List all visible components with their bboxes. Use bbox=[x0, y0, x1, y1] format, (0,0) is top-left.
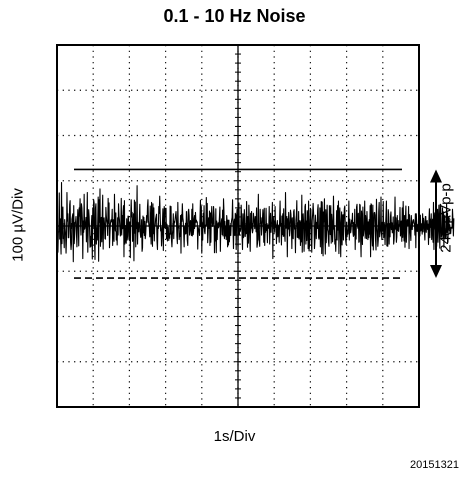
y-axis-label: 100 µV/Div bbox=[9, 188, 27, 262]
arrow-head-down bbox=[430, 265, 442, 279]
chart-title: 0.1 - 10 Hz Noise bbox=[163, 6, 306, 26]
arrow-head-up bbox=[430, 169, 442, 183]
x-axis-label: 1s/Div bbox=[213, 428, 256, 445]
plot-frame bbox=[56, 44, 420, 408]
noise-trace bbox=[56, 182, 455, 263]
reference-lines bbox=[74, 168, 402, 279]
traces bbox=[56, 182, 455, 263]
amplitude-arrow bbox=[430, 169, 442, 279]
figure-id: 20151321 bbox=[410, 459, 459, 471]
peak-to-peak-annotation: 240 µVp-p bbox=[437, 183, 455, 253]
